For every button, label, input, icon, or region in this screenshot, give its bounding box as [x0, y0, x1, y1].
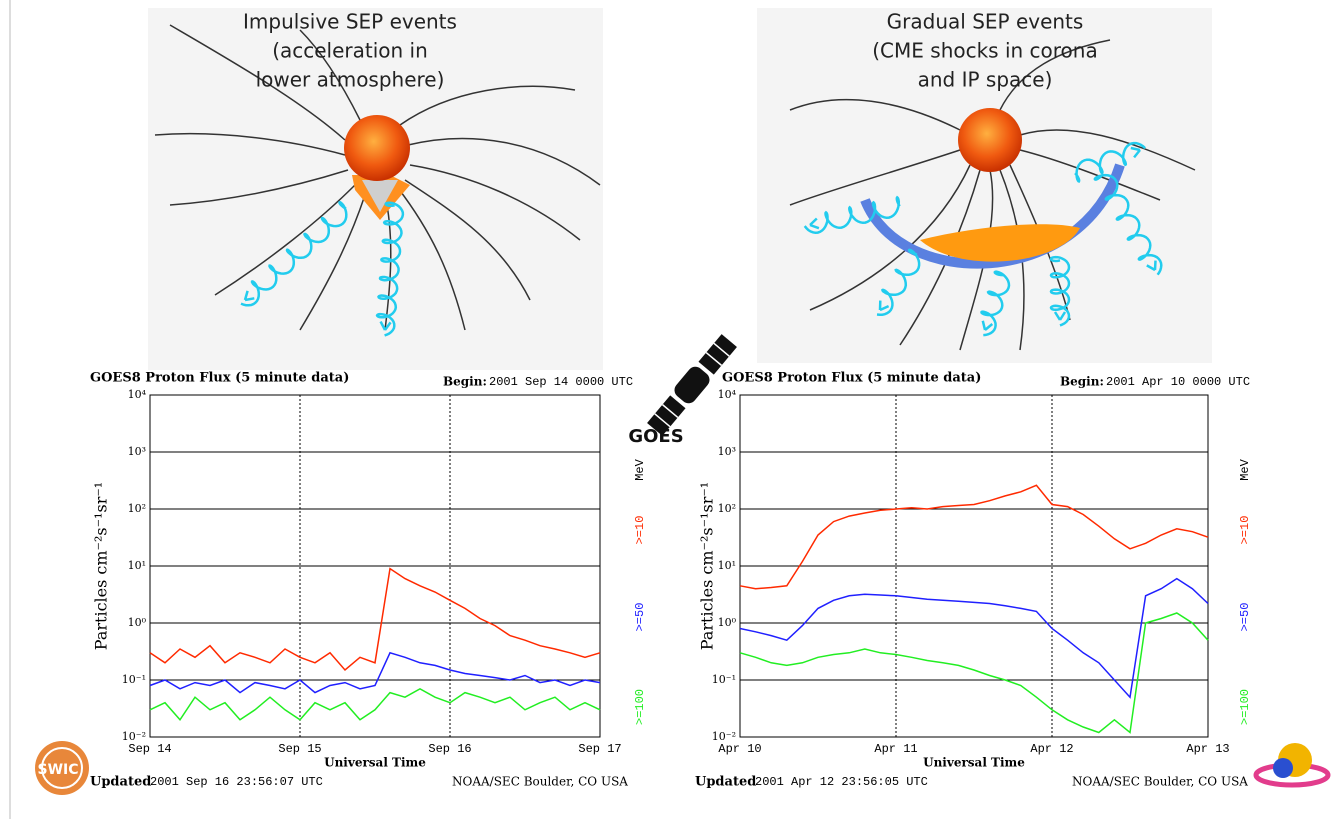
begin-label: Begin:	[443, 375, 487, 389]
chart-title: GOES8 Proton Flux (5 minute data)	[90, 371, 349, 386]
x-tick-label: Sep 16	[428, 742, 471, 756]
x-axis-label: Universal Time	[324, 756, 426, 770]
diagram-title: Gradual SEP events	[887, 10, 1084, 34]
legend-entry: >=50	[633, 603, 647, 632]
diagram-title: lower atmosphere)	[256, 68, 445, 92]
y-tick-label: 10²	[128, 502, 146, 515]
series-line	[149, 651, 601, 694]
arrow	[243, 290, 255, 302]
spiral	[1049, 255, 1071, 327]
arrow	[809, 217, 820, 230]
updated-label: Updated	[695, 775, 756, 790]
x-tick-label: Sep 17	[578, 742, 621, 756]
legend-entry: >=100	[1238, 689, 1252, 725]
charts: 10⁻² 10⁻¹ 10⁰ 10¹ 10² 10³ 10⁴ Sep 14 Sep 15 Sep 1…	[90, 371, 1252, 790]
x-tick-label: Apr 12	[1030, 742, 1073, 756]
y-tick-label: 10⁰	[718, 616, 737, 629]
y-tick-label: 10¹	[718, 559, 736, 572]
y-tick-label: 10³	[128, 445, 146, 458]
satellite-icon	[647, 334, 737, 436]
updated-value: 2001 Sep 16 23:56:07 UTC	[150, 775, 323, 789]
y-tick-label: 10⁻¹	[122, 673, 146, 686]
legend-entry: >=10	[633, 516, 647, 545]
updated-value: 2001 Apr 12 23:56:05 UTC	[755, 775, 928, 789]
gradual-title: Gradual SEP events (CME shocks in corona…	[872, 10, 1097, 92]
x-tick-label: Apr 13	[1186, 742, 1229, 756]
arrow	[878, 300, 890, 312]
begin-value: 2001 Apr 10 0000 UTC	[1106, 375, 1250, 389]
y-tick-label: 10⁴	[718, 388, 737, 401]
impulsive-title: Impulsive SEP events (acceleration in lo…	[243, 10, 457, 92]
spiral	[240, 200, 348, 307]
y-axis-label: Particles cm⁻²s⁻¹sr⁻¹	[698, 482, 717, 650]
unit-label: MeV	[633, 458, 647, 480]
series-line	[739, 577, 1209, 699]
x-tick-label: Sep 15	[278, 742, 321, 756]
chart: 10⁻² 10⁻¹ 10⁰ 10¹ 10² 10³ 10⁴ Sep 14 Sep 15 Sep 1…	[90, 371, 647, 790]
x-tick-label: Sep 14	[128, 742, 171, 756]
chart-title: GOES8 Proton Flux (5 minute data)	[722, 371, 981, 386]
spiral	[1074, 141, 1146, 183]
y-tick-label: 10⁻¹	[712, 673, 736, 686]
y-tick-label: 10⁻²	[122, 730, 146, 743]
legend-entry: >=50	[1238, 603, 1252, 632]
credit: NOAA/SEC Boulder, CO USA	[1072, 775, 1248, 789]
legend-entry: >=100	[633, 689, 647, 725]
arrow	[379, 321, 392, 331]
spiral	[375, 201, 405, 337]
right-logo	[1253, 743, 1331, 788]
diagram-title: (acceleration in	[272, 39, 428, 63]
series-line	[739, 484, 1209, 590]
gradual-diagram	[757, 8, 1212, 363]
begin-label: Begin:	[1060, 375, 1104, 389]
y-axis-label: Particles cm⁻²s⁻¹sr⁻¹	[92, 482, 111, 650]
arrow	[1053, 311, 1067, 321]
y-tick-label: 10³	[718, 445, 736, 458]
spiral	[980, 270, 1011, 337]
y-tick-label: 10⁻²	[712, 730, 736, 743]
impulsive-diagram	[148, 8, 603, 370]
spiral	[1093, 173, 1163, 276]
spiral	[876, 248, 921, 317]
arrow	[981, 320, 994, 331]
logo-text: SWIC	[37, 762, 78, 778]
swic-logo: SWIC	[35, 741, 89, 795]
legend-entry: >=10	[1238, 516, 1252, 545]
x-axis-label: Universal Time	[923, 756, 1025, 770]
series-line	[149, 687, 601, 722]
spiral	[803, 195, 901, 235]
begin-value: 2001 Sep 14 0000 UTC	[489, 375, 633, 389]
diagram-title: and IP space)	[918, 68, 1053, 92]
diagram-title: Impulsive SEP events	[243, 10, 457, 34]
y-tick-label: 10⁴	[128, 388, 147, 401]
chart: 10⁻² 10⁻¹ 10⁰ 10¹ 10² 10³ 10⁴ Apr 10 Apr 11 Apr 1…	[695, 371, 1252, 790]
y-tick-label: 10¹	[128, 559, 146, 572]
y-tick-label: 10²	[718, 502, 736, 515]
unit-label: MeV	[1238, 458, 1252, 480]
x-tick-label: Apr 11	[874, 742, 917, 756]
satellite-label: GOES	[628, 426, 683, 447]
diagram-title: (CME shocks in corona	[872, 39, 1097, 63]
credit: NOAA/SEC Boulder, CO USA	[452, 775, 628, 789]
arrow	[1146, 260, 1157, 272]
series-line	[149, 567, 601, 672]
updated-label: Updated	[90, 775, 151, 790]
x-tick-label: Apr 10	[718, 742, 761, 756]
arrow	[1130, 146, 1141, 159]
series-line	[739, 612, 1209, 734]
y-tick-label: 10⁰	[128, 616, 147, 629]
